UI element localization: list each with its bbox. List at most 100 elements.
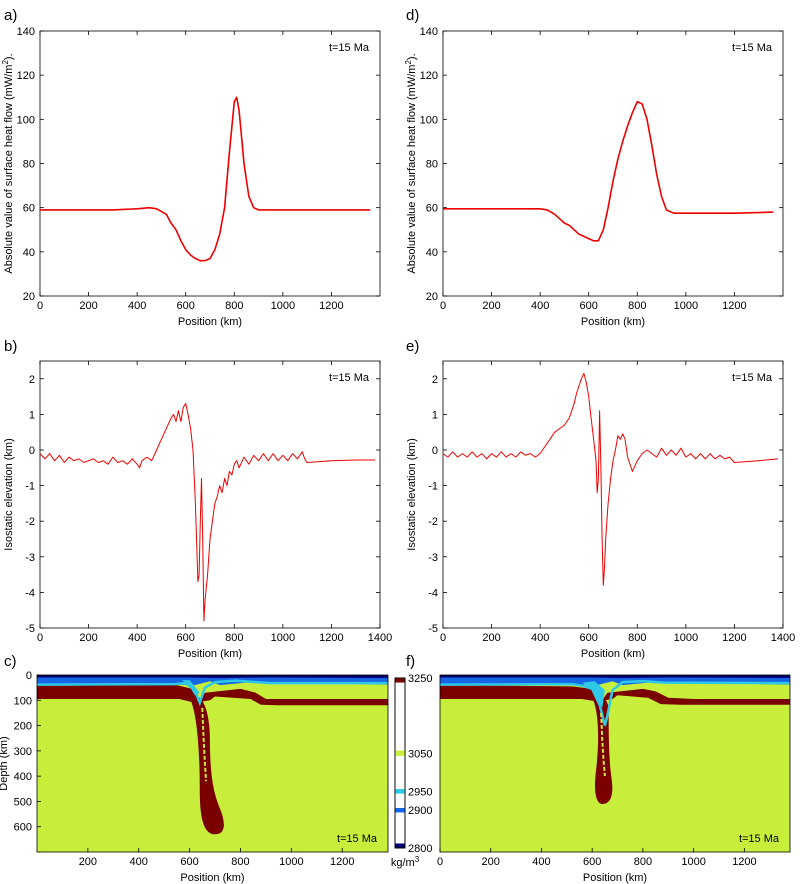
plot-frame-c xyxy=(36,674,389,853)
y-tick-label-b: -4 xyxy=(25,587,35,599)
y-tick-label-d: 100 xyxy=(420,114,438,126)
y-tick-label-c: 100 xyxy=(14,695,32,707)
x-tick-label-d: 1200 xyxy=(722,300,746,312)
y-tick-label-e: 0 xyxy=(432,445,438,457)
colorbar-swatch xyxy=(395,750,405,756)
y-tick-label-c: 0 xyxy=(26,670,32,682)
x-tick-label-c: 200 xyxy=(79,856,97,868)
y-tick-label-e: -1 xyxy=(428,481,438,493)
colorbar-frame xyxy=(394,677,406,849)
x-axis-label-f: Position (km) xyxy=(583,872,647,884)
y-tick-label-e: -2 xyxy=(428,516,438,528)
x-tick-label-f: 200 xyxy=(482,856,500,868)
y-tick-label-b: 2 xyxy=(29,374,35,386)
panel-label-d: d) xyxy=(406,7,419,24)
accretion-wedge xyxy=(582,681,605,708)
x-tick-label-e: 1400 xyxy=(771,632,795,644)
x-axis-label-c: Position (km) xyxy=(180,872,244,884)
slab-crust-trace xyxy=(600,712,606,777)
y-tick-label-e: 1 xyxy=(432,409,438,421)
x-tick-label-b: 400 xyxy=(128,632,146,644)
x-tick-label-d: 400 xyxy=(531,300,549,312)
series-line-e xyxy=(442,373,779,586)
time-label-a: t=15 Ma xyxy=(329,42,370,54)
y-tick-label-d: 60 xyxy=(426,203,438,215)
y-axis-label-c: Depth (km) xyxy=(0,736,10,790)
x-tick-label-d: 800 xyxy=(628,300,646,312)
y-tick-label-d: 20 xyxy=(426,291,438,303)
accretion-wedge xyxy=(182,680,200,696)
upper-crust-region xyxy=(37,675,388,678)
plot-frame-e xyxy=(442,360,784,629)
colorbar-swatch xyxy=(395,678,405,683)
x-tick-label-d: 200 xyxy=(482,300,500,312)
x-tick-label-a: 200 xyxy=(79,300,97,312)
plot-frame-b xyxy=(39,360,381,629)
y-tick-label-a: 80 xyxy=(23,159,35,171)
plot-frame-a xyxy=(39,30,381,297)
panel-label-e: e) xyxy=(406,338,419,355)
x-tick-label-a: 400 xyxy=(128,300,146,312)
x-tick-label-e: 0 xyxy=(440,632,446,644)
x-tick-label-e: 400 xyxy=(531,632,549,644)
x-tick-label-a: 800 xyxy=(225,300,243,312)
y-axis-label-b: Isostatic elevation (km) xyxy=(3,438,15,550)
y-tick-label-a: 20 xyxy=(23,291,35,303)
x-axis-label-b: Position (km) xyxy=(178,648,242,660)
x-tick-label-e: 600 xyxy=(580,632,598,644)
series-line-a xyxy=(40,96,371,262)
sediment-layer xyxy=(439,679,791,726)
x-tick-label-a: 1000 xyxy=(271,300,295,312)
x-tick-label-e: 1200 xyxy=(722,632,746,644)
x-tick-label-f: 800 xyxy=(634,856,652,868)
x-tick-label-f: 0 xyxy=(437,856,443,868)
y-tick-label-a: 140 xyxy=(17,26,35,38)
x-tick-label-b: 1200 xyxy=(319,632,343,644)
section-f xyxy=(439,675,791,852)
x-tick-label-e: 800 xyxy=(628,632,646,644)
subducting-slab xyxy=(189,697,224,835)
x-tick-label-b: 1000 xyxy=(271,632,295,644)
x-tick-label-b: 800 xyxy=(225,632,243,644)
plot-frame-d xyxy=(442,30,784,297)
y-tick-label-e: -3 xyxy=(428,552,438,564)
y-tick-label-e: -5 xyxy=(428,623,438,635)
x-tick-label-a: 1200 xyxy=(319,300,343,312)
colorbar-unit-label: kg/m3 xyxy=(391,855,420,870)
x-tick-label-a: 600 xyxy=(177,300,195,312)
time-label-e: t=15 Ma xyxy=(732,372,773,384)
time-label-f: t=15 Ma xyxy=(739,833,780,845)
colorbar-swatch xyxy=(395,807,405,813)
x-axis-label-a: Position (km) xyxy=(178,316,242,328)
y-axis-label-a: Absolute value of surface heat flow (mW/… xyxy=(1,53,16,273)
colorbar-tick-label: 2950 xyxy=(408,786,432,798)
y-tick-label-d: 120 xyxy=(420,70,438,82)
x-tick-label-f: 1000 xyxy=(681,856,705,868)
panel-label-c: c) xyxy=(4,653,17,670)
y-axis-label-d: Absolute value of surface heat flow (mW/… xyxy=(404,53,419,273)
x-tick-label-c: 1000 xyxy=(279,856,303,868)
x-tick-label-c: 600 xyxy=(180,856,198,868)
colorbar-tick-label: 3050 xyxy=(408,749,432,761)
lithosphere-region xyxy=(37,685,388,706)
x-tick-label-f: 1200 xyxy=(732,856,756,868)
colorbar-swatch xyxy=(395,789,405,794)
lithosphere-region xyxy=(440,685,790,705)
time-label-d: t=15 Ma xyxy=(732,42,773,54)
section-c xyxy=(36,675,388,852)
x-tick-label-b: 1400 xyxy=(368,632,392,644)
y-tick-label-c: 400 xyxy=(14,771,32,783)
y-tick-label-d: 80 xyxy=(426,159,438,171)
y-tick-label-b: 1 xyxy=(29,409,35,421)
panel-label-f: f) xyxy=(406,653,415,670)
colorbar-tick-label: 2800 xyxy=(408,843,432,855)
x-tick-label-b: 600 xyxy=(177,632,195,644)
x-tick-label-c: 400 xyxy=(130,856,148,868)
y-tick-label-e: -4 xyxy=(428,587,438,599)
y-tick-label-a: 60 xyxy=(23,203,35,215)
y-axis-label-e: Isostatic elevation (km) xyxy=(406,438,418,550)
y-tick-label-c: 500 xyxy=(14,796,32,808)
colorbar-swatch xyxy=(395,843,405,848)
x-tick-label-b: 200 xyxy=(79,632,97,644)
